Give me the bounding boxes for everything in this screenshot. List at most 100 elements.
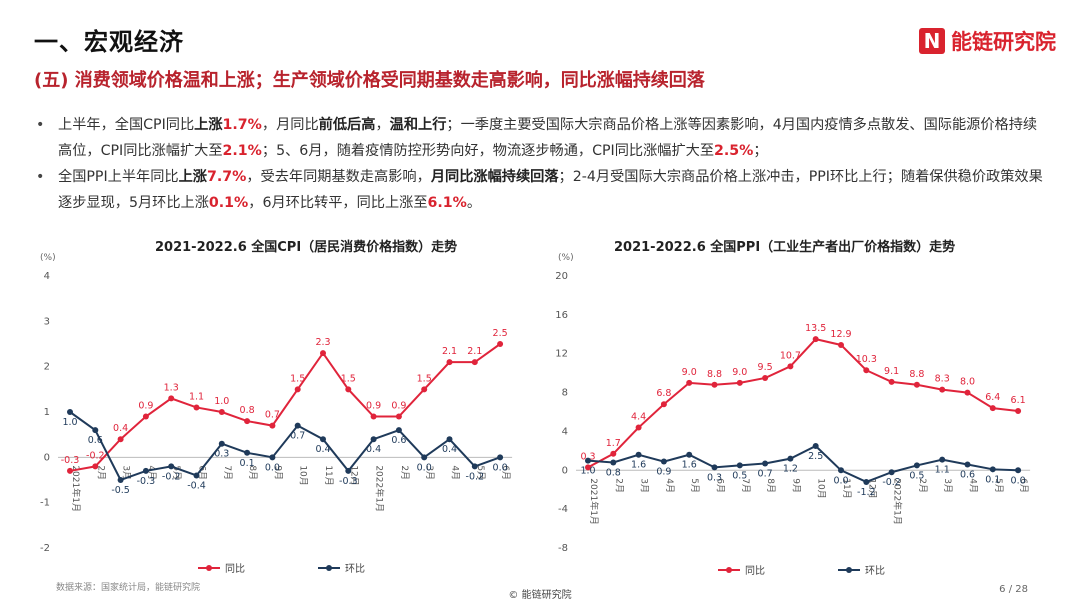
data-label: 9.5 <box>758 362 773 373</box>
logo: N 能链研究院 <box>919 26 1056 56</box>
x-tick-label: 6月 <box>1018 478 1029 493</box>
bullet-text: ；5、6月，随着疫情防控形势向好，物流逐步畅通，CPI同比涨幅扩大至 <box>261 143 715 159</box>
data-label: 1.0 <box>214 396 229 407</box>
data-label: 8.8 <box>707 369 722 380</box>
legend-marker <box>206 565 212 571</box>
data-label: 0.4 <box>315 444 330 455</box>
highlight-value: 7.7% <box>207 169 247 185</box>
data-label: 1.5 <box>290 373 305 384</box>
data-point <box>471 359 478 366</box>
data-point <box>244 449 251 456</box>
series-line-同比 <box>69 343 501 472</box>
data-label: 9.0 <box>682 367 697 378</box>
data-point <box>370 413 377 420</box>
y-tick-label: 2 <box>44 362 50 373</box>
highlight-text: 上涨 <box>194 117 223 133</box>
data-source: 数据来源：国家统计局，能链研究院 <box>56 583 201 593</box>
highlight-value: 1.7% <box>222 117 262 133</box>
y-tick-label: 0 <box>562 465 568 476</box>
data-point <box>67 409 73 415</box>
data-label: 0.7 <box>290 431 305 442</box>
section-subtitle: (五) 消费领域价格温和上涨；生产领域价格受同期基数走高影响，同比涨幅持续回落 <box>34 70 705 91</box>
data-point <box>320 350 326 357</box>
bullet-item-cpi: 上半年，全国CPI同比上涨1.7%，月同比前低后高，温和上行；一季度主要受国际大… <box>36 112 1046 164</box>
data-point <box>142 467 149 474</box>
x-tick-label: 2月 <box>917 478 928 493</box>
bullet-list: 上半年，全国CPI同比上涨1.7%，月同比前低后高，温和上行；一季度主要受国际大… <box>36 112 1046 216</box>
data-point <box>964 389 971 396</box>
highlight-value: 2.5% <box>714 143 754 159</box>
series-line-环比 <box>69 411 501 482</box>
data-point <box>762 460 769 467</box>
data-point <box>395 413 402 420</box>
highlight-value: 6.1% <box>427 195 467 211</box>
data-label: 4.4 <box>631 412 646 423</box>
data-label: -0.5 <box>111 485 130 496</box>
data-point <box>989 466 996 473</box>
data-label: 1.0 <box>62 417 77 428</box>
bullet-text: ，受去年同期基数走高影响， <box>246 169 431 185</box>
x-tick-label: 11月 <box>841 478 852 498</box>
bullet-item-ppi: 全国PPI上半年同比上涨7.7%，受去年同期基数走高影响，月同比涨幅持续回落；2… <box>36 164 1046 216</box>
data-label: 0.6 <box>391 435 406 446</box>
bullet-text: 。 <box>466 195 482 211</box>
data-point <box>989 405 996 412</box>
data-point <box>1015 408 1022 415</box>
x-tick-label: 6月 <box>500 465 511 480</box>
data-point <box>471 463 478 470</box>
data-point <box>736 462 743 469</box>
y-tick-label: 20 <box>555 271 568 282</box>
data-label: 1.3 <box>164 382 179 393</box>
data-label: 0.8 <box>240 405 255 416</box>
data-label: 0.9 <box>138 401 153 412</box>
data-point <box>585 457 591 464</box>
data-point <box>762 375 769 381</box>
legend-label: 环比 <box>865 565 885 577</box>
x-tick-label: 5月 <box>993 478 1004 493</box>
data-point <box>117 477 124 483</box>
x-tick-label: 10月 <box>298 465 309 485</box>
x-tick-label: 9月 <box>272 465 283 480</box>
logo-icon: N <box>919 28 945 54</box>
data-point <box>610 459 617 466</box>
data-label: 0.5 <box>909 470 924 481</box>
data-label: 2.1 <box>467 346 482 357</box>
cpi-chart-title: 2021-2022.6 全国CPI（居民消费价格指数）走势 <box>155 240 458 255</box>
data-label: 1.1 <box>189 391 204 402</box>
y-tick-label: 4 <box>562 426 568 437</box>
data-point <box>117 436 124 443</box>
x-tick-label: 2022年1月 <box>374 465 386 512</box>
data-point <box>497 341 504 347</box>
series-line-环比 <box>587 444 1019 484</box>
data-point <box>610 450 617 457</box>
x-tick-label: 5月 <box>475 465 486 480</box>
data-label: 0.8 <box>606 468 621 479</box>
data-point <box>320 436 326 443</box>
x-tick-label: 2022年1月 <box>892 478 904 525</box>
x-tick-label: 6月 <box>715 478 726 493</box>
data-label: 8.0 <box>960 377 975 388</box>
x-tick-label: 2021年1月 <box>588 478 600 525</box>
data-label: 2.3 <box>315 337 330 348</box>
data-point <box>913 462 920 469</box>
x-tick-label: 3月 <box>639 478 650 493</box>
y-tick-label: -8 <box>558 543 568 554</box>
y-tick-label: 0 <box>44 452 50 463</box>
x-tick-label: 5月 <box>689 478 700 493</box>
data-label: 0.4 <box>113 423 128 434</box>
data-label: 1.6 <box>682 460 697 471</box>
data-point <box>421 386 428 393</box>
legend-marker <box>846 567 852 573</box>
x-tick-label: 2月 <box>399 465 410 480</box>
x-tick-label: 4月 <box>450 465 461 480</box>
data-point <box>585 464 591 471</box>
data-label: 0.4 <box>442 444 457 455</box>
bullet-text: 上半年，全国CPI同比 <box>58 117 195 133</box>
legend-label: 同比 <box>745 565 765 577</box>
y-tick-label: 12 <box>555 349 568 360</box>
x-tick-label: 12月 <box>348 465 359 485</box>
data-label: 0.0 <box>1011 475 1026 486</box>
legend-marker <box>726 567 732 573</box>
series-line-同比 <box>587 338 1019 469</box>
x-tick-label: 3月 <box>121 465 132 480</box>
